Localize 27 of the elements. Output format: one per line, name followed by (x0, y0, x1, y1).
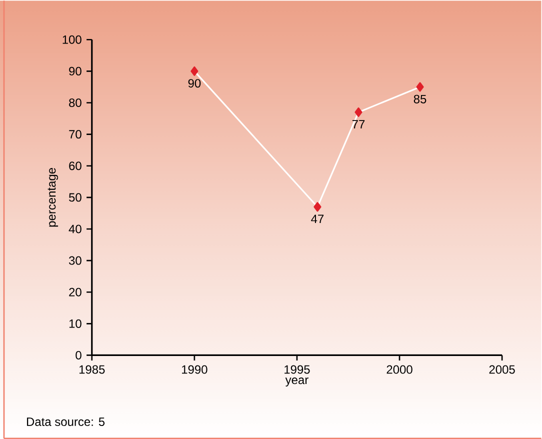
x-tick-label: 2005 (489, 365, 515, 374)
data-label: 85 (414, 94, 426, 104)
point (354, 107, 362, 117)
x-tick-label: 1985 (79, 365, 105, 374)
y-tick-label: 10 (69, 319, 82, 328)
data-label: 77 (352, 120, 365, 128)
y-tick-label: 90 (69, 66, 82, 76)
x-tick-label: 1990 (182, 365, 208, 374)
y-tick-label: 20 (69, 288, 82, 296)
y-tick-label: 50 (69, 193, 82, 202)
point (190, 66, 198, 76)
data-label: 47 (311, 214, 324, 223)
y-tick-label: 40 (68, 224, 82, 234)
x-tick-label: 2000 (386, 365, 412, 374)
y-axis-title: percentage (48, 168, 58, 227)
point (314, 202, 322, 212)
y-tick-label: 70 (69, 130, 82, 138)
x-axis-title: year (285, 377, 308, 386)
y-tick-label: 30 (68, 256, 82, 265)
y-tick-label: 100 (62, 35, 82, 44)
y-tick-label: 0 (76, 350, 82, 360)
y-tick-label: 80 (69, 98, 82, 107)
y-tick-label: 60 (69, 162, 82, 170)
source-note: Data source: 5 (26, 418, 105, 426)
data-label: 90 (188, 79, 201, 88)
x-tick-label: 1995 (284, 365, 310, 374)
point (416, 82, 424, 92)
